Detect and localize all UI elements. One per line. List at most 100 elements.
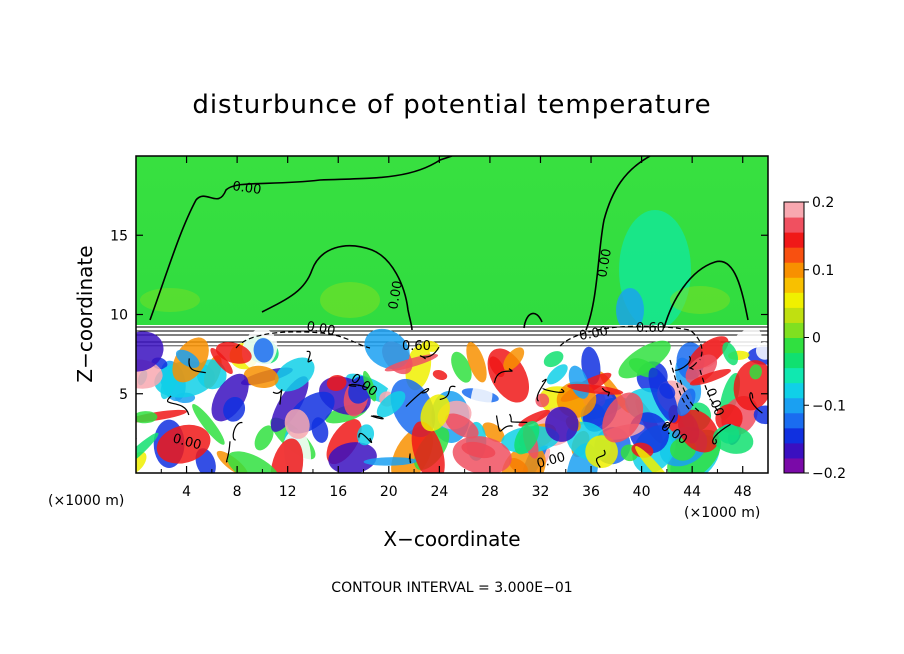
turbulence-blob bbox=[535, 393, 550, 408]
turbulence-blob bbox=[211, 373, 249, 422]
turbulence-blob bbox=[270, 438, 304, 473]
contour-label: 0.00 bbox=[535, 450, 567, 472]
turbulence-blob bbox=[363, 370, 377, 402]
colorbar-swatch bbox=[784, 442, 804, 459]
turbulence-blob bbox=[677, 388, 696, 417]
turbulence-blob bbox=[136, 331, 164, 372]
turbulence-blob bbox=[514, 421, 540, 455]
turbulence-blob bbox=[689, 368, 731, 386]
x-tick-label: 28 bbox=[481, 484, 499, 500]
lower-contour bbox=[601, 387, 610, 397]
lower-contour bbox=[358, 432, 373, 444]
x-tick-label: 40 bbox=[633, 484, 651, 500]
z-unit-label: (×1000 m) bbox=[684, 505, 760, 521]
colorbar-swatch bbox=[784, 307, 804, 323]
turbulence-blob bbox=[489, 356, 505, 378]
contour-interval-note: CONTOUR INTERVAL = 3.000E−01 bbox=[331, 580, 572, 596]
turbulence-blob bbox=[585, 435, 618, 468]
contour-label: 0.00 bbox=[578, 324, 609, 344]
colorbar-swatch bbox=[784, 397, 804, 414]
x-tick-label: 48 bbox=[734, 484, 752, 500]
contour-small-bump bbox=[523, 312, 543, 329]
y-tick-label: 15 bbox=[110, 228, 128, 244]
turbulence-blob bbox=[678, 409, 719, 453]
contour-zero-left bbox=[149, 156, 453, 321]
contour-label: 0.60 bbox=[636, 321, 665, 336]
colorbar-swatch bbox=[784, 202, 804, 218]
lower-contour bbox=[188, 358, 206, 374]
turbulence-blob bbox=[421, 340, 440, 352]
turbulence-blob bbox=[581, 346, 601, 385]
colorbar-swatch bbox=[784, 382, 804, 399]
turbulence-blob bbox=[543, 351, 564, 368]
lower-contour bbox=[306, 350, 313, 363]
colorbar-swatch bbox=[784, 367, 804, 384]
contour-label: 0.00 bbox=[305, 319, 336, 339]
x-tick-label: 44 bbox=[683, 484, 701, 500]
lower-contour bbox=[674, 355, 691, 371]
contour-zero-dome-right bbox=[585, 156, 651, 331]
turbulence-blob bbox=[192, 404, 225, 445]
y-tick-label: 5 bbox=[119, 387, 128, 403]
turbulence-blob bbox=[156, 424, 211, 464]
upper-yellow-anomaly-3 bbox=[140, 288, 200, 312]
colorbar-swatch bbox=[784, 337, 804, 354]
turbulence-blob bbox=[713, 425, 754, 454]
lower-contour bbox=[493, 368, 513, 383]
contour-lines bbox=[149, 156, 749, 331]
turbulence-blob bbox=[284, 409, 310, 439]
turbulence-blob bbox=[364, 328, 410, 369]
turbulence-blob bbox=[518, 350, 553, 379]
x-tick-label: 20 bbox=[380, 484, 398, 500]
contour-label: 0.00 bbox=[386, 280, 406, 311]
turbulence-blob bbox=[432, 370, 448, 380]
colorbar-tick-label: 0 bbox=[812, 331, 821, 347]
lower-contour bbox=[712, 423, 731, 445]
lower-contour bbox=[225, 441, 231, 463]
colorbar-tick-label: 0.1 bbox=[812, 263, 834, 279]
contour-label: 0.00 bbox=[171, 431, 203, 453]
lower-contour bbox=[232, 422, 243, 441]
lower-contour bbox=[408, 453, 412, 464]
turbulence-blob bbox=[270, 376, 309, 432]
turbulence-blob bbox=[503, 347, 525, 371]
colorbar-swatch bbox=[784, 247, 804, 263]
colorbar-swatch bbox=[784, 277, 804, 293]
turbulence-blob bbox=[602, 392, 644, 443]
turbulence-blob bbox=[363, 457, 417, 466]
contour-label: 0.60 bbox=[402, 339, 431, 354]
contour-label: 0.00 bbox=[595, 248, 615, 279]
x-tick-label: 4 bbox=[182, 484, 191, 500]
turbulence-blob bbox=[722, 342, 739, 366]
contour-label: 0.00 bbox=[231, 179, 262, 198]
turbulence-blob bbox=[451, 351, 472, 383]
colorbar-swatch bbox=[784, 322, 804, 338]
colorbar-swatch bbox=[784, 232, 804, 248]
turbulence-blob bbox=[274, 357, 315, 392]
turbulence-blob bbox=[227, 451, 280, 473]
turbulence-blob bbox=[618, 340, 671, 379]
x-tick-label: 16 bbox=[329, 484, 347, 500]
turbulence-blob bbox=[136, 451, 147, 473]
colorbar-tick-label: 0.2 bbox=[812, 195, 834, 211]
turbulence-blob bbox=[175, 349, 200, 368]
lower-contour bbox=[749, 392, 763, 414]
chart-title: disturbunce of potential temperature bbox=[192, 90, 711, 120]
upper-yellow-anomaly-2 bbox=[670, 286, 730, 314]
colorbar-swatch bbox=[784, 217, 804, 233]
turbulence-blob bbox=[210, 348, 233, 374]
turbulence-blob bbox=[411, 421, 445, 473]
turbulence-blob bbox=[243, 365, 279, 389]
colorbar-swatch bbox=[784, 457, 804, 474]
colorbar-tick-label: −0.2 bbox=[812, 466, 846, 482]
upper-blue-anomaly bbox=[616, 288, 644, 332]
lower-contour bbox=[136, 437, 137, 440]
lower-contour bbox=[595, 449, 606, 468]
x-axis-label: X−coordinate bbox=[383, 527, 520, 551]
turbulent-field bbox=[136, 327, 768, 473]
turbulence-blob bbox=[253, 338, 274, 363]
colorbar-swatch bbox=[784, 262, 804, 278]
turbulence-blob bbox=[420, 394, 450, 432]
turbulence-blob bbox=[311, 417, 329, 443]
